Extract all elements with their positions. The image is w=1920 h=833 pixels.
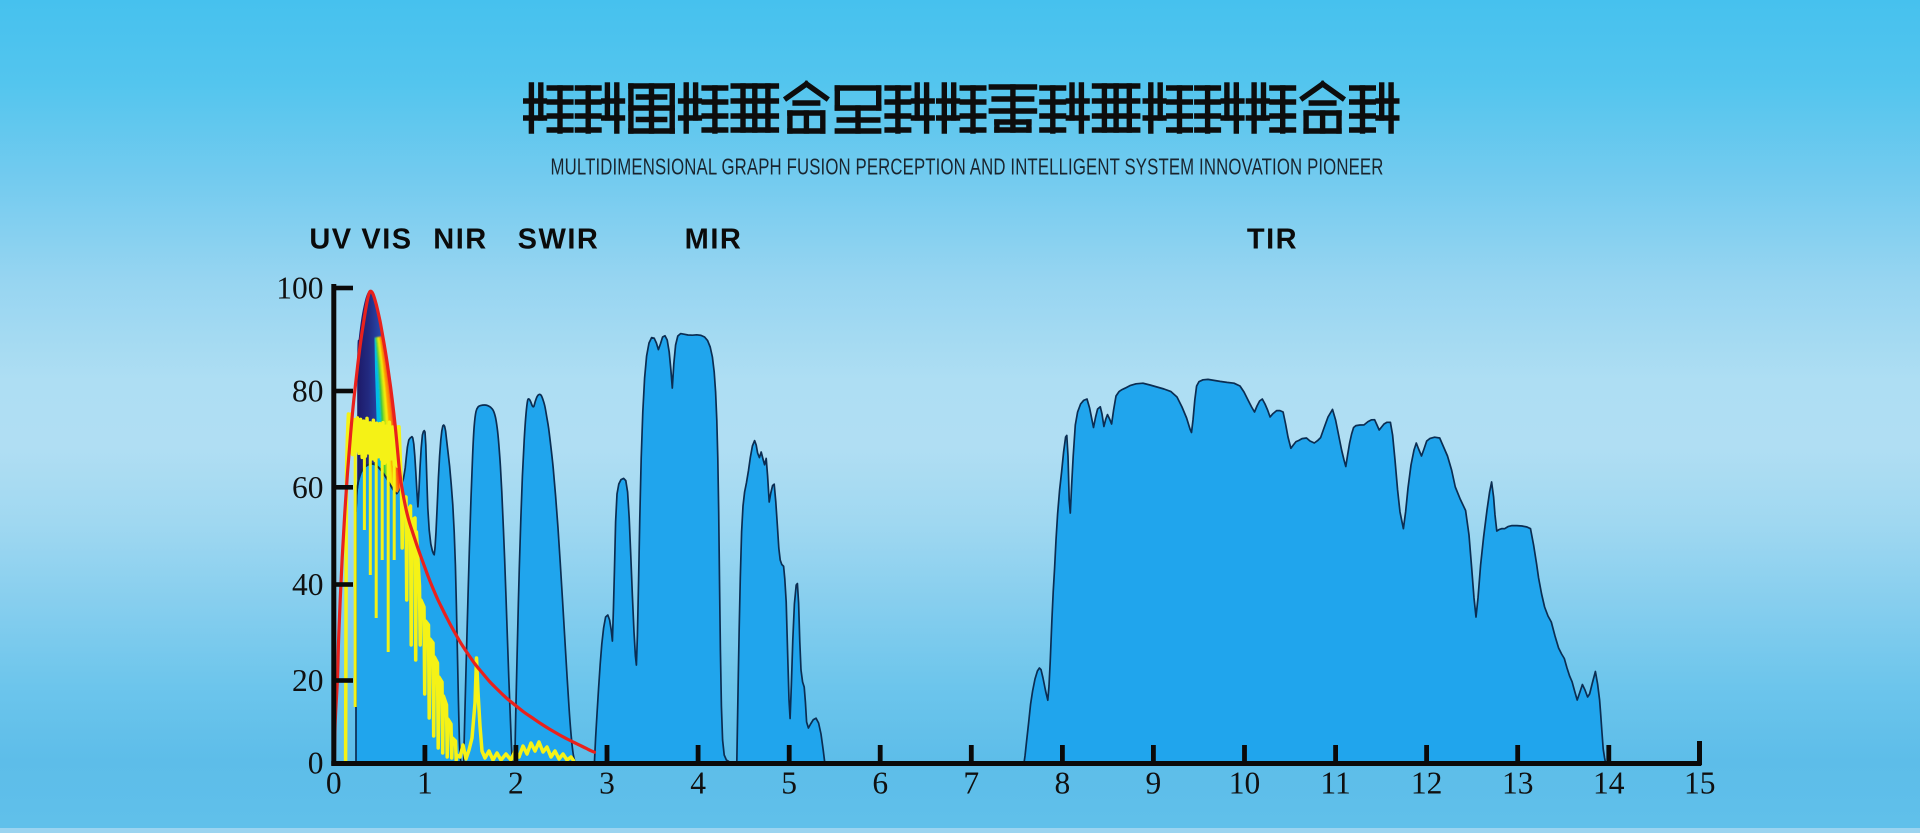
svg-text:13: 13 [1502,766,1534,801]
svg-text:0: 0 [326,766,342,801]
svg-text:11: 11 [1320,766,1350,801]
svg-text:80: 80 [292,374,324,409]
svg-text:10: 10 [1229,766,1261,801]
svg-text:MIR: MIR [685,224,743,256]
svg-text:MULTIDIMENSIONAL GRAPH FUSION: MULTIDIMENSIONAL GRAPH FUSION PERCEPTION… [551,154,1384,180]
svg-text:TIR: TIR [1247,224,1298,256]
svg-text:4: 4 [690,766,706,801]
svg-text:NIR: NIR [433,224,487,256]
svg-text:3: 3 [599,766,615,801]
svg-text:8: 8 [1055,766,1071,801]
svg-text:SWIR: SWIR [518,224,600,256]
svg-text:100: 100 [276,271,323,306]
svg-text:UV: UV [309,224,352,256]
svg-text:9: 9 [1146,766,1162,801]
svg-text:VIS: VIS [361,224,412,256]
svg-text:5: 5 [781,766,797,801]
svg-text:6: 6 [872,766,888,801]
svg-text:2: 2 [508,766,524,801]
svg-text:1: 1 [417,766,433,801]
svg-text:7: 7 [963,766,979,801]
svg-text:0: 0 [308,746,324,781]
svg-text:15: 15 [1684,766,1716,801]
svg-text:60: 60 [292,470,324,505]
svg-text:14: 14 [1593,766,1625,801]
svg-text:40: 40 [292,567,324,602]
svg-text:20: 20 [292,663,324,698]
svg-text:12: 12 [1411,766,1443,801]
